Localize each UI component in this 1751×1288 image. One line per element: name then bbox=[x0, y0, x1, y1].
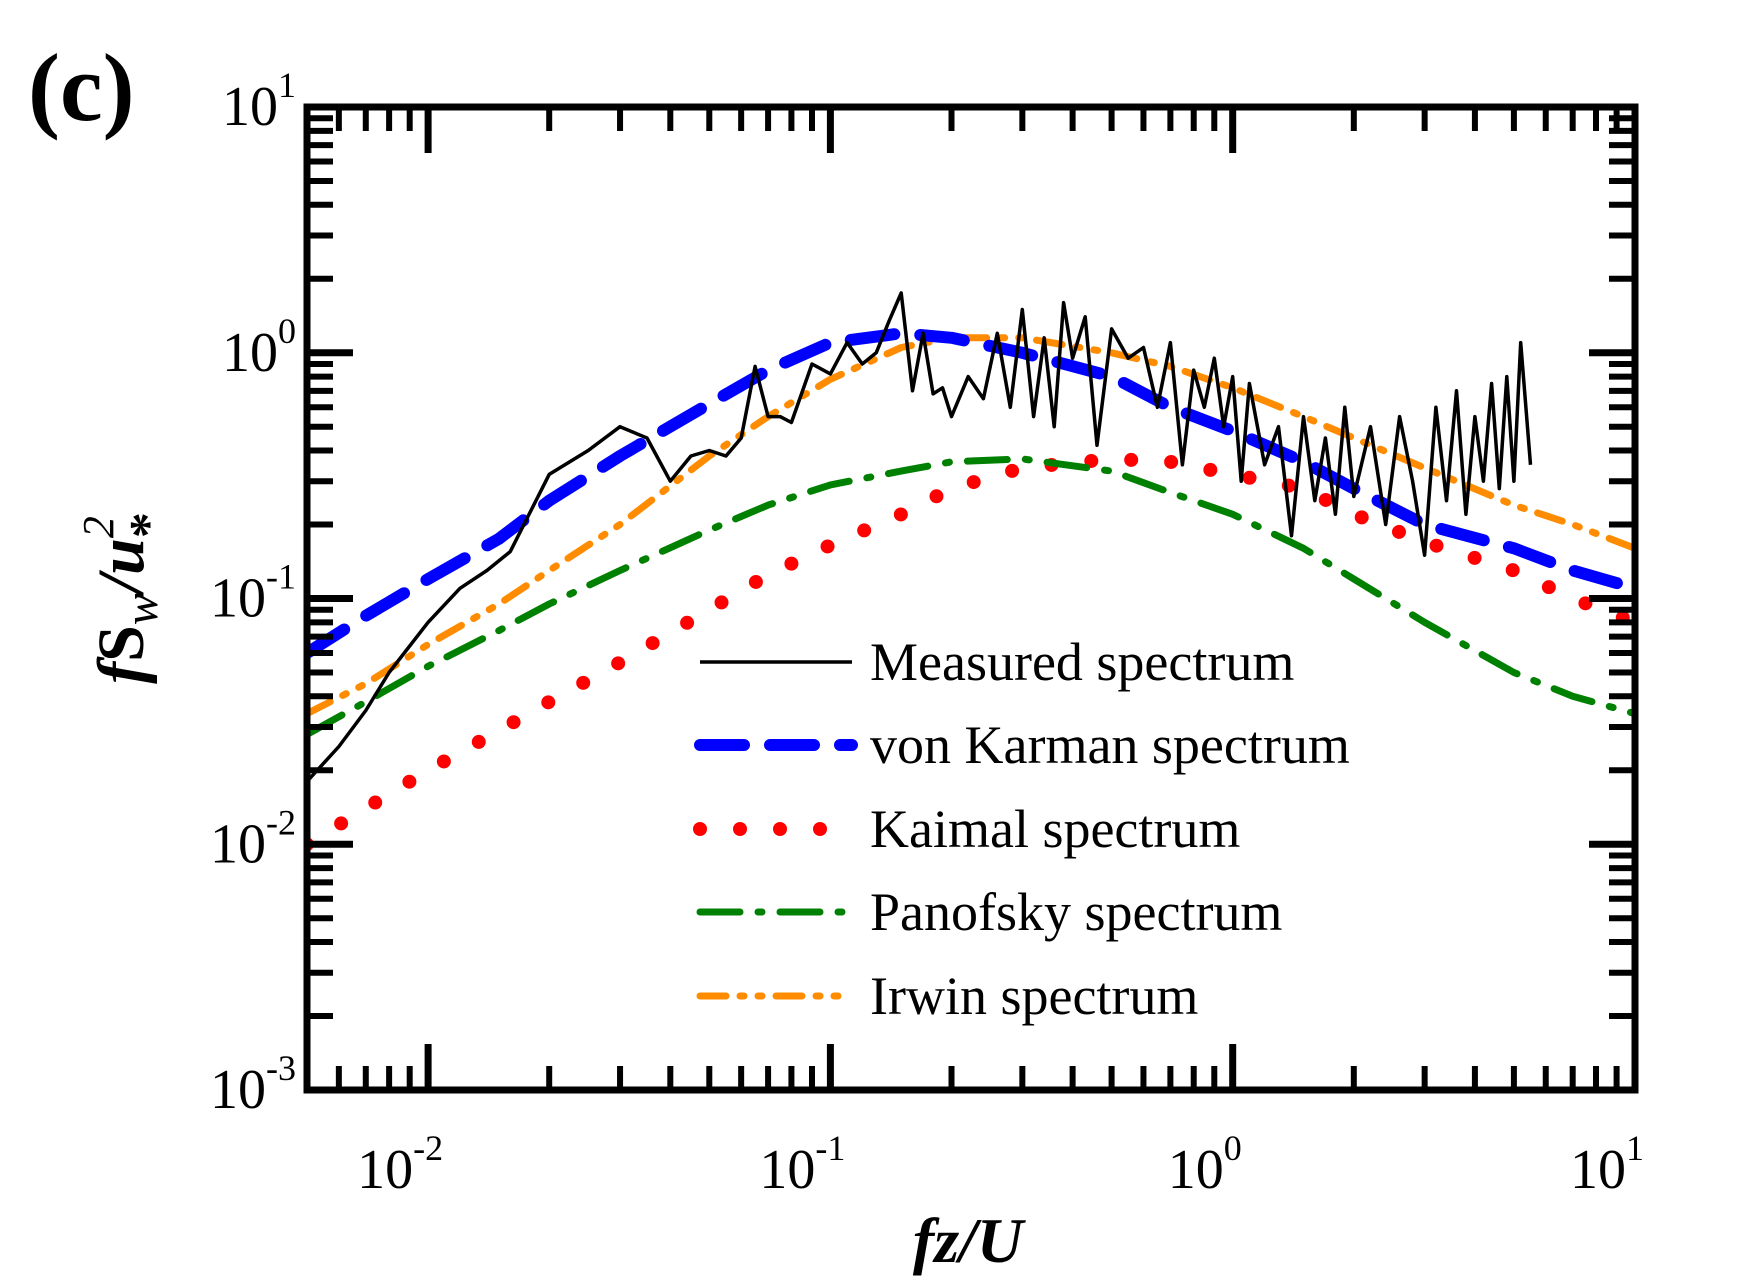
y-tick-base: 10 bbox=[222, 322, 278, 384]
x-tick-label: 101 bbox=[1570, 1128, 1644, 1201]
y-tick-exp: -1 bbox=[266, 557, 296, 597]
x-tick-label: 10-2 bbox=[357, 1128, 443, 1201]
x-tick-label: 10-1 bbox=[759, 1128, 845, 1201]
x-tick-exp: -1 bbox=[815, 1128, 845, 1168]
x-axis-label: fz/U bbox=[913, 1205, 1026, 1276]
y-tick-exp: -3 bbox=[266, 1048, 296, 1088]
y-tick-label: 10-3 bbox=[210, 1048, 296, 1121]
y-tick-base: 10 bbox=[210, 1059, 266, 1121]
x-tick-exp: -2 bbox=[413, 1128, 443, 1168]
y-tick-label: 10-2 bbox=[210, 802, 296, 875]
svg-text:fSw/u2*: fSw/u2* bbox=[74, 512, 177, 684]
y-label-u: u bbox=[85, 538, 158, 575]
y-tick-exp: 1 bbox=[278, 65, 296, 105]
x-tick-base: 10 bbox=[1570, 1139, 1626, 1201]
x-tick-base: 10 bbox=[1168, 1139, 1224, 1201]
x-tick-base: 10 bbox=[759, 1139, 815, 1201]
legend-label-von-karman-spectrum: von Karman spectrum bbox=[870, 715, 1350, 775]
y-label-subscript: * bbox=[120, 512, 177, 538]
y-label-w: w bbox=[115, 593, 168, 625]
plot-lines bbox=[307, 291, 1635, 852]
y-tick-base: 10 bbox=[210, 813, 266, 875]
y-tick-label: 100 bbox=[222, 311, 296, 384]
y-tick-label: 10-1 bbox=[210, 557, 296, 630]
y-tick-exp: 0 bbox=[278, 311, 296, 351]
series-measured-spectrum bbox=[307, 291, 1533, 783]
legend: Measured spectrum von Karman spectrum Kaim… bbox=[693, 632, 1350, 1026]
series-von-karman-spectrum bbox=[307, 327, 1635, 659]
y-label-exponent: 2 bbox=[74, 516, 123, 538]
series-panofsky-spectrum bbox=[307, 455, 1635, 738]
y-label-s: S bbox=[85, 625, 158, 662]
x-tick-label: 100 bbox=[1168, 1128, 1242, 1201]
plot-frame bbox=[303, 103, 1639, 1094]
series-irwin-spectrum bbox=[307, 334, 1635, 718]
legend-label-measured-spectrum: Measured spectrum bbox=[870, 632, 1294, 692]
y-axis-label: fSw/u2* bbox=[74, 512, 177, 684]
legend-label-panofsky-spectrum: Panofsky spectrum bbox=[870, 882, 1282, 942]
x-tick-base: 10 bbox=[357, 1139, 413, 1201]
y-tick-label: 101 bbox=[222, 65, 296, 138]
legend-label-kaimal-spectrum: Kaimal spectrum bbox=[870, 799, 1240, 859]
series-kaimal-spectrum bbox=[307, 451, 1635, 852]
y-tick-base: 10 bbox=[222, 76, 278, 138]
x-tick-exp: 0 bbox=[1224, 1128, 1242, 1168]
y-tick-exp: -2 bbox=[266, 802, 296, 842]
x-tick-exp: 1 bbox=[1626, 1128, 1644, 1168]
panel-label: (c) bbox=[28, 34, 135, 141]
legend-label-irwin-spectrum: Irwin spectrum bbox=[870, 966, 1198, 1026]
y-tick-base: 10 bbox=[210, 568, 266, 630]
